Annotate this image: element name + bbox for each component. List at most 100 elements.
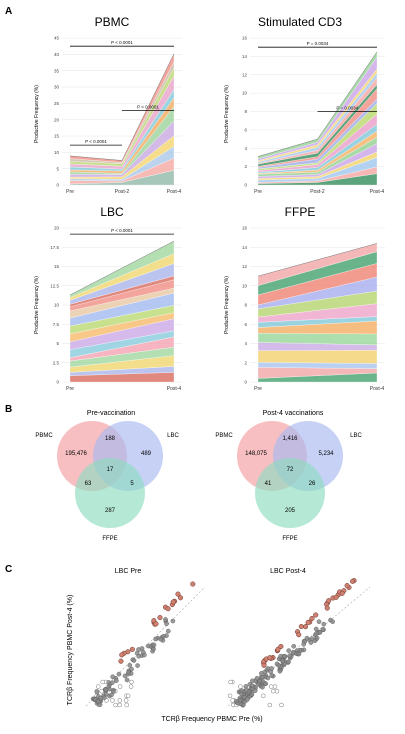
scatter-point-expanded bbox=[267, 655, 273, 661]
chart-title: Stimulated CD3 bbox=[258, 15, 342, 29]
scatter-point-open bbox=[269, 684, 274, 689]
scatter-point bbox=[309, 636, 315, 641]
y-tick-label: 0 bbox=[244, 380, 247, 385]
y-tick-label: 0 bbox=[56, 183, 59, 188]
scatter-point-open bbox=[128, 684, 134, 689]
scatter-point-open bbox=[117, 684, 123, 689]
scatter-point-expanded bbox=[153, 621, 159, 627]
scatter-point bbox=[161, 634, 166, 639]
scatter-point bbox=[304, 635, 310, 641]
x-tick-label: Post-4 bbox=[167, 189, 182, 195]
scatter-point bbox=[308, 640, 314, 645]
scatter-point-expanded bbox=[261, 662, 267, 668]
identity-line bbox=[85, 586, 206, 707]
y-tick-label: 5 bbox=[56, 341, 59, 346]
scatter-point bbox=[314, 631, 319, 636]
scatter-point-expanded bbox=[333, 594, 339, 600]
y-tick-label: 15 bbox=[54, 134, 60, 139]
venn-count-pbmc-only: 148,075 bbox=[245, 451, 267, 457]
total-outline bbox=[257, 51, 378, 157]
scatter-lbc-pre bbox=[85, 581, 206, 708]
venn-count-pbmc-ffpe: 41 bbox=[265, 481, 272, 487]
y-axis-label: Productive Frequency (%) bbox=[34, 85, 40, 143]
scatter-point bbox=[263, 681, 268, 687]
scatter-point bbox=[243, 687, 249, 693]
scatter-point bbox=[164, 621, 169, 627]
y-axis-label: Productive Frequency (%) bbox=[224, 276, 230, 334]
y-tick-label: 16 bbox=[242, 226, 248, 231]
venn-count-lbc-ffpe: 5 bbox=[130, 481, 134, 487]
y-tick-label: 12 bbox=[242, 72, 248, 77]
venn-count-all: 17 bbox=[107, 467, 114, 473]
scatter-point bbox=[286, 659, 291, 665]
venn-set-label-lbc: LBC bbox=[350, 433, 362, 439]
panel-label-a: A bbox=[5, 6, 12, 17]
venn-circle-ffpe bbox=[75, 458, 145, 528]
scatter-point bbox=[136, 653, 142, 659]
y-tick-label: 7.5 bbox=[53, 322, 60, 327]
y-tick-label: 5 bbox=[56, 166, 59, 171]
venn-set-label-pbmc: PBMC bbox=[215, 433, 233, 439]
scatter-point-expanded bbox=[339, 590, 345, 596]
scatter-point-open bbox=[96, 684, 101, 689]
chart-title: FFPE bbox=[285, 205, 316, 219]
venn-set-label-lbc: LBC bbox=[167, 433, 179, 439]
scatter-point bbox=[301, 642, 306, 647]
scatter-point-open bbox=[100, 679, 105, 685]
x-tick-label: Post-4 bbox=[370, 386, 385, 392]
scatter-point-open bbox=[125, 693, 131, 699]
venn-count-pbmc-ffpe: 63 bbox=[85, 481, 92, 487]
venn-count-lbc-only: 5,234 bbox=[318, 451, 334, 457]
y-tick-label: 6 bbox=[244, 127, 247, 132]
scatter-point bbox=[170, 618, 176, 624]
plot-area: 0 2 4 6 8 10 12 14 16 Pre Post-4 bbox=[242, 226, 385, 392]
scatter-point bbox=[249, 692, 255, 697]
scatter-point bbox=[269, 666, 274, 671]
scatter-point bbox=[116, 671, 122, 677]
scatter-point-open bbox=[261, 693, 266, 699]
scatter-title-lbc-pre: LBC Pre bbox=[115, 568, 142, 575]
scatter-lbc-post-4 bbox=[227, 578, 371, 708]
scatter-point-expanded bbox=[157, 615, 163, 621]
scatter-point-expanded bbox=[175, 591, 181, 597]
venn-count-pbmc-lbc: 188 bbox=[105, 436, 116, 442]
scatter-point bbox=[237, 697, 243, 703]
y-axis-label: Productive Frequency (%) bbox=[224, 85, 230, 143]
scatter-point bbox=[110, 680, 115, 685]
scatter-point-open bbox=[110, 698, 115, 703]
x-tick-label: Pre bbox=[254, 386, 262, 392]
y-tick-label: 12.5 bbox=[50, 283, 59, 288]
x-tick-label: Post-4 bbox=[167, 386, 182, 392]
scatter-point bbox=[250, 678, 255, 684]
scatter-point bbox=[129, 666, 134, 672]
scatter-point-open bbox=[238, 684, 243, 689]
x-tick-label: Pre bbox=[66, 386, 74, 392]
y-tick-label: 40 bbox=[54, 52, 60, 57]
scatter-point bbox=[291, 643, 297, 649]
venn-count-lbc-only: 489 bbox=[141, 451, 152, 457]
scatter-point-expanded bbox=[305, 619, 311, 625]
y-tick-label: 10 bbox=[242, 283, 248, 288]
scatter-point bbox=[260, 684, 265, 690]
panel-label-b: B bbox=[5, 404, 12, 415]
scatter-point bbox=[287, 653, 293, 658]
venn-circle-ffpe bbox=[255, 458, 325, 528]
scatter-point bbox=[151, 646, 156, 652]
scatter-point bbox=[103, 691, 109, 697]
venn-set-label-pbmc: PBMC bbox=[35, 433, 53, 439]
significance-label: P < 0.0001 bbox=[137, 105, 159, 110]
y-tick-label: 2.5 bbox=[53, 360, 60, 365]
y-tick-label: 4 bbox=[244, 341, 247, 346]
scatter-point bbox=[321, 621, 327, 627]
area-series-layer bbox=[257, 350, 378, 364]
scatter-point-open bbox=[129, 679, 134, 685]
venn-title: Pre-vaccination bbox=[87, 410, 135, 417]
scatter-point bbox=[109, 692, 114, 698]
x-tick-label: Post-2 bbox=[115, 189, 130, 195]
y-tick-label: 16 bbox=[242, 36, 248, 41]
scatter-point-expanded bbox=[326, 598, 332, 604]
plot-area: 0 5 10 15 20 25 30 35 40 45 Pre Post-2 Post-4 P < 0.0… bbox=[54, 36, 182, 195]
scatter-point-open bbox=[99, 688, 104, 694]
scatter-point-expanded bbox=[129, 646, 135, 652]
